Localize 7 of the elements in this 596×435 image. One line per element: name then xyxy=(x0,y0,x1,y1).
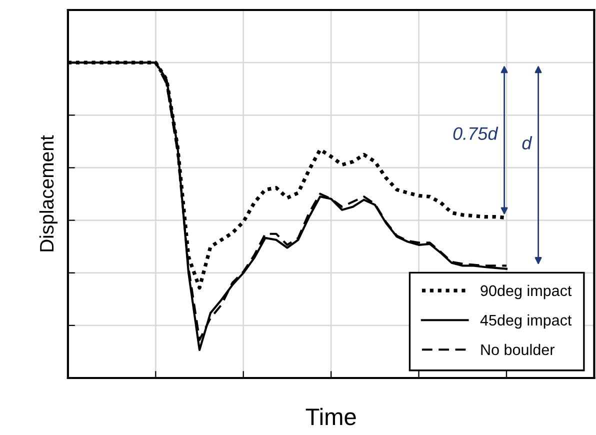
annotation: 0.75d xyxy=(453,126,498,140)
legend-label: 45deg impact xyxy=(480,314,572,329)
x-axis-title: Time xyxy=(306,408,356,426)
legend-label: No boulder xyxy=(481,344,554,356)
legend-label: 90deg impact xyxy=(480,284,572,300)
y-axis-title: Displacement xyxy=(39,135,58,252)
annotation: d xyxy=(522,136,532,150)
